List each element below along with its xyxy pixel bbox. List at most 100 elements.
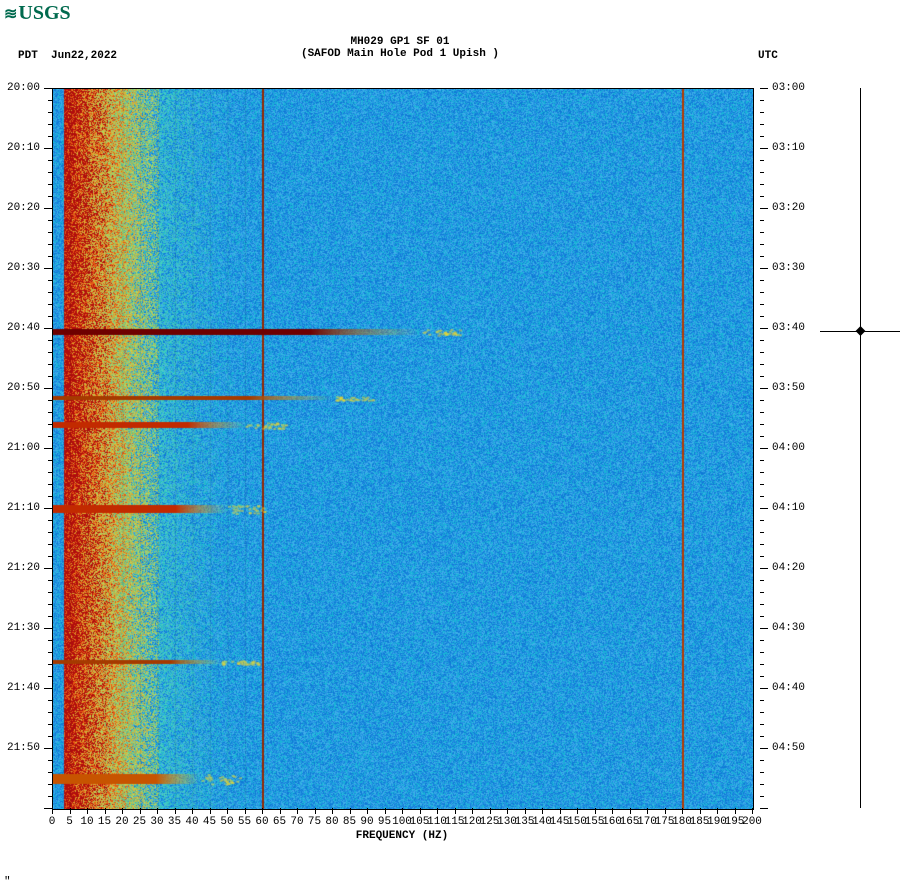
ytick-right	[760, 796, 764, 797]
xtick	[157, 808, 158, 814]
ytick-right	[760, 244, 764, 245]
ytick-right	[760, 124, 764, 125]
ytick-left	[44, 508, 52, 509]
ytick-right	[760, 268, 768, 269]
xtick	[70, 808, 71, 814]
ytick-right	[760, 772, 764, 773]
ytick-left	[44, 208, 52, 209]
ylabel-right: 04:10	[772, 502, 805, 514]
xtick	[245, 808, 246, 814]
tz-left: PDT	[18, 50, 38, 62]
ytick-right	[760, 604, 764, 605]
ytick-right	[760, 184, 764, 185]
xtick	[402, 808, 403, 814]
ytick-right	[760, 484, 764, 485]
ytick-right	[760, 388, 768, 389]
xtick	[192, 808, 193, 814]
ytick-right	[760, 376, 764, 377]
xtick	[350, 808, 351, 814]
ytick-left	[44, 388, 52, 389]
ylabel-left: 21:40	[7, 682, 40, 694]
xtick	[612, 808, 613, 814]
ytick-right	[760, 724, 764, 725]
time-marker	[820, 88, 900, 808]
ytick-right	[760, 412, 764, 413]
ytick-right	[760, 448, 768, 449]
ytick-right	[760, 472, 764, 473]
xlabel: 40	[185, 816, 198, 828]
ytick-left	[44, 748, 52, 749]
xlabel: 0	[49, 816, 56, 828]
ylabel-right: 03:00	[772, 82, 805, 94]
ytick-right	[760, 436, 764, 437]
xtick	[280, 808, 281, 814]
ytick-right	[760, 160, 764, 161]
xlabel: 20	[115, 816, 128, 828]
ytick-right	[760, 148, 768, 149]
xtick	[595, 808, 596, 814]
usgs-logo: ≋ USGS	[4, 2, 71, 25]
xlabel: 10	[80, 816, 93, 828]
ytick-right	[760, 112, 764, 113]
xlabel: 45	[203, 816, 216, 828]
ytick-left	[44, 568, 52, 569]
ytick-right	[760, 580, 764, 581]
header-left: PDT Jun22,2022	[18, 50, 117, 62]
xtick	[717, 808, 718, 814]
xtick	[455, 808, 456, 814]
ytick-left	[44, 688, 52, 689]
xtick	[735, 808, 736, 814]
ytick-right	[760, 748, 768, 749]
ytick-right	[760, 616, 764, 617]
ytick-right	[760, 808, 768, 809]
xtick	[630, 808, 631, 814]
xlabel: 25	[133, 816, 146, 828]
xtick	[105, 808, 106, 814]
ytick-right	[760, 172, 764, 173]
ylabel-right: 03:40	[772, 322, 805, 334]
x-axis-title: FREQUENCY (HZ)	[52, 830, 752, 842]
xlabel: 65	[273, 816, 286, 828]
ytick-right	[760, 460, 764, 461]
xlabel: 50	[220, 816, 233, 828]
xtick	[175, 808, 176, 814]
ylabel-left: 21:20	[7, 562, 40, 574]
ytick-right	[760, 328, 768, 329]
ytick-right	[760, 556, 764, 557]
ytick-right	[760, 664, 764, 665]
ytick-right	[760, 196, 764, 197]
xlabel: 70	[290, 816, 303, 828]
ylabel-right: 04:40	[772, 682, 805, 694]
ytick-right	[760, 544, 764, 545]
xlabel: 60	[255, 816, 268, 828]
xtick	[297, 808, 298, 814]
ytick-right	[760, 712, 764, 713]
title-line-1: MH029 GP1 SF 01	[0, 36, 800, 48]
ytick-right	[760, 760, 764, 761]
xtick	[420, 808, 421, 814]
xtick	[385, 808, 386, 814]
date-label: Jun22,2022	[51, 50, 117, 62]
xtick	[700, 808, 701, 814]
ylabel-left: 21:00	[7, 442, 40, 454]
ytick-right	[760, 736, 764, 737]
xtick	[507, 808, 508, 814]
xlabel: 200	[742, 816, 762, 828]
ylabel-right: 04:20	[772, 562, 805, 574]
logo-wave-icon: ≋	[4, 4, 14, 24]
ytick-right	[760, 496, 764, 497]
ytick-right	[760, 640, 764, 641]
ytick-right	[760, 400, 764, 401]
ytick-right	[760, 304, 764, 305]
marker-vline	[860, 88, 861, 808]
ylabel-left: 21:10	[7, 502, 40, 514]
xlabel: 85	[343, 816, 356, 828]
ylabel-left: 20:50	[7, 382, 40, 394]
spectrogram-plot	[52, 88, 752, 808]
ylabel-left: 20:10	[7, 142, 40, 154]
ylabel-right: 04:30	[772, 622, 805, 634]
xlabel: 55	[238, 816, 251, 828]
ytick-right	[760, 316, 764, 317]
xtick	[315, 808, 316, 814]
ylabel-right: 04:50	[772, 742, 805, 754]
